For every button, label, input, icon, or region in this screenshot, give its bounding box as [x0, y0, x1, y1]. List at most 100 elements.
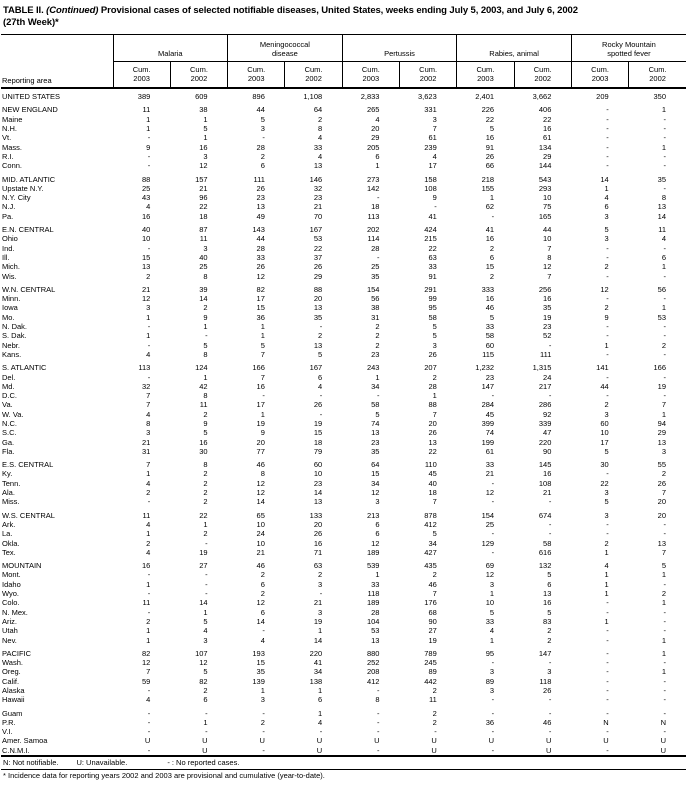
value-cell: 2,833	[360, 92, 380, 102]
value-cell: 609	[195, 92, 208, 102]
value-cell: 25	[485, 519, 495, 529]
value-cell: 2	[318, 114, 323, 124]
value-cell: 44	[256, 234, 265, 244]
value-cell: 3	[604, 409, 609, 419]
value-cell: 19	[313, 418, 323, 428]
value-cell: -	[319, 391, 323, 401]
value-cell: 36	[485, 717, 495, 727]
reporting-area-cell: Md.	[2, 381, 15, 391]
table-row: S. ATLANTIC 113 124 166 167 243 207 1,232 1,315 1…	[1, 363, 686, 372]
value-cell: 33	[371, 579, 380, 589]
value-cell: 145	[538, 460, 552, 470]
value-cell: 20	[313, 519, 323, 529]
reporting-area-cell: Fla.	[2, 446, 15, 456]
table-row: Nebr. - 5 5 13 2 3 60 - 1 2	[1, 341, 686, 350]
table-row: Ohio 10 11 44 53 114 215 16 10 3 4	[1, 234, 686, 243]
value-cell: 16	[141, 561, 151, 571]
reporting-area-cell: UNITED STATES	[2, 92, 61, 102]
value-cell: 90	[428, 616, 437, 626]
value-cell: -	[663, 161, 667, 171]
value-cell: 23	[313, 193, 323, 203]
value-cell: 30	[199, 446, 208, 456]
value-cell: 3	[260, 124, 265, 134]
value-cell: -	[663, 243, 667, 253]
value-cell: 21	[199, 183, 208, 193]
value-cell: 59	[141, 676, 151, 686]
value-cell: 2	[432, 372, 437, 382]
table-row: E.N. CENTRAL 40 87 143 167 202 424 41 44 5 11	[1, 225, 686, 234]
value-cell: 4	[146, 478, 151, 488]
value-cell: 26	[313, 400, 323, 410]
value-cell: -	[663, 529, 667, 539]
value-cell: -	[606, 243, 609, 253]
table-row: NEW ENGLAND 11 38 44 64 265 331 226 406 - 1	[1, 105, 686, 114]
table-row: N.H. 1 5 3 8 20 7 5 16 - -	[1, 124, 686, 133]
value-cell: 3	[260, 695, 265, 705]
value-cell: 28	[371, 243, 380, 253]
value-cell: 339	[538, 418, 552, 428]
value-cell: -	[606, 151, 609, 161]
table-row: Alaska - 2 1 1 - 2 3 26 - -	[1, 686, 686, 695]
value-cell: 21	[256, 547, 265, 557]
value-cell: 1	[661, 667, 666, 677]
value-cell: 23	[543, 322, 552, 332]
value-cell: 26	[543, 686, 552, 695]
table-row: Ariz. 2 5 14 19 104 90 33 83 1 -	[1, 617, 686, 626]
reporting-area-cell: Kans.	[2, 349, 22, 359]
col-header-cum-2002: Cum. 2002	[628, 61, 686, 90]
value-cell: 9	[604, 312, 609, 322]
reporting-area-cell: R.I.	[2, 151, 14, 161]
value-cell: 27	[428, 626, 437, 636]
value-cell: 2	[661, 469, 666, 479]
reporting-area-cell: Ohio	[2, 234, 18, 244]
value-cell: 11	[658, 225, 666, 235]
value-cell: 165	[538, 211, 552, 221]
value-cell: 12	[256, 271, 265, 281]
value-cell: -	[606, 142, 609, 152]
value-cell: -	[663, 626, 667, 636]
value-cell: 2	[203, 409, 208, 419]
value-cell: 18	[428, 488, 437, 498]
value-cell: 5	[547, 570, 552, 580]
value-cell: 90	[543, 446, 552, 456]
value-cell: 43	[141, 193, 151, 203]
value-cell: 2	[260, 151, 265, 161]
value-cell: 4	[432, 151, 437, 161]
value-cell: 34	[371, 478, 380, 488]
value-cell: 6	[661, 252, 666, 262]
value-cell: 30	[600, 460, 609, 470]
value-cell: 7	[432, 124, 437, 134]
table-row: Idaho 1-6 3 33 46 3 6 1-	[1, 580, 686, 589]
value-cell: 5	[432, 322, 437, 332]
value-cell: -	[606, 105, 609, 115]
value-cell: -	[606, 372, 609, 382]
value-cell: 9	[432, 193, 437, 203]
value-cell: 7	[661, 547, 666, 557]
col-header-cum-2002: Cum. 2002	[169, 61, 228, 90]
value-cell: 114	[367, 234, 380, 244]
value-cell: 47	[543, 428, 552, 438]
value-cell: 35	[371, 271, 380, 281]
reporting-area-cell: Idaho	[2, 579, 21, 589]
value-cell: 10	[543, 193, 552, 203]
value-cell: 4	[203, 626, 208, 636]
value-cell: 213	[366, 510, 380, 520]
value-cell: -	[606, 626, 609, 636]
value-cell: 20	[657, 510, 666, 520]
table-row: Md. 32 42 16 4 34 28 147 217 44 19	[1, 382, 686, 391]
value-cell: U	[431, 745, 437, 755]
value-cell: 2	[318, 331, 323, 341]
value-cell: 40	[199, 252, 208, 262]
table-row: Minn. 12 14 17 20 56 99 16 16 - -	[1, 294, 686, 303]
value-cell: 8	[146, 418, 151, 428]
value-cell: 2	[432, 717, 437, 727]
value-cell: 2	[375, 340, 380, 350]
value-cell: 7	[146, 667, 151, 677]
value-cell: 424	[424, 225, 437, 235]
value-cell: 4	[604, 193, 609, 203]
value-cell: 13	[371, 635, 380, 645]
value-cell: -	[548, 727, 552, 737]
reporting-area-cell: W.S. CENTRAL	[2, 510, 55, 520]
value-cell: 22	[199, 510, 208, 520]
value-cell: 5	[318, 349, 323, 359]
